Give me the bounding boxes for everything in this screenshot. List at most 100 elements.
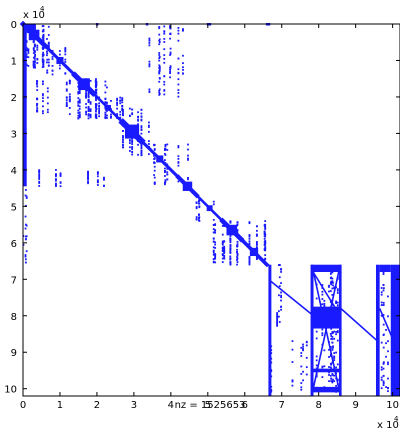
nonzero-point	[229, 232, 232, 234]
nonzero-point	[27, 56, 30, 59]
scatter-cluster-7	[122, 107, 150, 157]
nonzero-point	[85, 88, 87, 91]
nonzero-point	[221, 257, 224, 260]
nonzero-point	[163, 32, 166, 35]
nonzero-point	[55, 173, 57, 176]
nonzero-point	[182, 66, 184, 69]
nonzero-point	[182, 54, 184, 57]
nonzero-point	[158, 66, 161, 69]
nonzero-point	[164, 154, 167, 156]
nonzero-point	[27, 48, 30, 51]
nonzero-point	[270, 385, 273, 388]
nonzero-point	[263, 225, 266, 227]
nonzero-point	[221, 253, 224, 255]
nonzero-point	[236, 229, 239, 232]
nonzero-point	[335, 318, 338, 321]
nonzero-point	[248, 222, 251, 225]
solid-region-5	[311, 264, 341, 272]
nonzero-point	[34, 34, 37, 37]
nonzero-point	[137, 140, 139, 142]
nonzero-point	[140, 132, 143, 135]
nonzero-point	[330, 338, 333, 340]
nonzero-point	[95, 92, 97, 94]
nonzero-point	[177, 174, 180, 177]
nonzero-point	[300, 352, 303, 354]
nonzero-point	[128, 114, 131, 117]
nonzero-point	[236, 223, 239, 226]
nonzero-point	[34, 54, 37, 57]
nonzero-point	[89, 79, 92, 82]
nonzero-point	[387, 340, 389, 343]
nonzero-point	[131, 126, 134, 129]
nonzero-point	[336, 301, 339, 304]
nonzero-point	[248, 234, 251, 237]
nonzero-point	[187, 182, 189, 184]
nonzero-point	[255, 257, 258, 260]
nonzero-point	[38, 176, 41, 179]
nonzero-point	[64, 72, 67, 75]
nonzero-point	[59, 175, 62, 177]
nonzero-point	[255, 247, 258, 249]
nonzero-point	[64, 49, 67, 52]
nonzero-point	[42, 100, 44, 103]
nonzero-point	[122, 141, 124, 144]
nonzero-point	[177, 146, 180, 149]
nonzero-point	[158, 88, 161, 91]
nonzero-point	[24, 189, 27, 191]
nonzero-point	[32, 41, 35, 43]
nonzero-point	[328, 308, 330, 311]
nonzero-point	[315, 386, 318, 389]
nonzero-point	[140, 140, 143, 143]
nonzero-point	[36, 48, 39, 51]
nonzero-point	[187, 154, 189, 157]
nonzero-point	[305, 356, 308, 359]
nonzero-point	[329, 312, 332, 315]
nonzero-point	[96, 171, 99, 174]
nonzero-point	[153, 154, 155, 157]
nonzero-point	[103, 178, 105, 181]
nonzero-point	[119, 111, 122, 113]
nonzero-point	[32, 60, 35, 63]
nonzero-point	[65, 89, 68, 92]
nonzero-point	[87, 82, 90, 84]
nonzero-point	[336, 289, 339, 292]
nonzero-point	[24, 227, 27, 230]
nonzero-point	[248, 242, 251, 245]
nonzero-point	[164, 152, 166, 155]
nonzero-point	[380, 291, 383, 294]
nonzero-point	[98, 98, 101, 101]
nonzero-point	[64, 50, 67, 53]
nonzero-point	[94, 113, 97, 116]
nonzero-point	[212, 261, 215, 263]
nonzero-point	[121, 97, 124, 100]
nonzero-point	[55, 178, 57, 181]
nonzero-point	[36, 82, 38, 85]
nonzero-point	[38, 170, 41, 173]
nonzero-point	[119, 113, 122, 116]
nonzero-point	[315, 359, 318, 362]
nonzero-point	[85, 86, 87, 89]
nonzero-point	[24, 204, 27, 207]
nonzero-point	[169, 25, 171, 27]
nonzero-point	[38, 178, 41, 180]
nonzero-point	[328, 312, 330, 315]
nonzero-point	[166, 171, 169, 174]
nonzero-point	[212, 240, 215, 243]
nonzero-point	[333, 318, 336, 321]
nonzero-point	[140, 108, 143, 111]
nonzero-point	[58, 57, 61, 60]
plot-area	[19, 20, 400, 396]
nonzero-point	[122, 112, 124, 115]
nonzero-point	[46, 54, 48, 57]
nonzero-point	[47, 42, 50, 45]
nonzero-point	[302, 379, 304, 382]
nonzero-point	[25, 46, 28, 49]
nonzero-point	[98, 104, 101, 107]
nonzero-point	[177, 72, 180, 75]
x-tick-label: 5	[205, 400, 211, 411]
nonzero-point	[148, 39, 151, 42]
nonzero-point	[387, 361, 389, 364]
nonzero-point	[182, 72, 184, 75]
nonzero-point	[122, 130, 124, 132]
nonzero-point	[95, 105, 97, 108]
